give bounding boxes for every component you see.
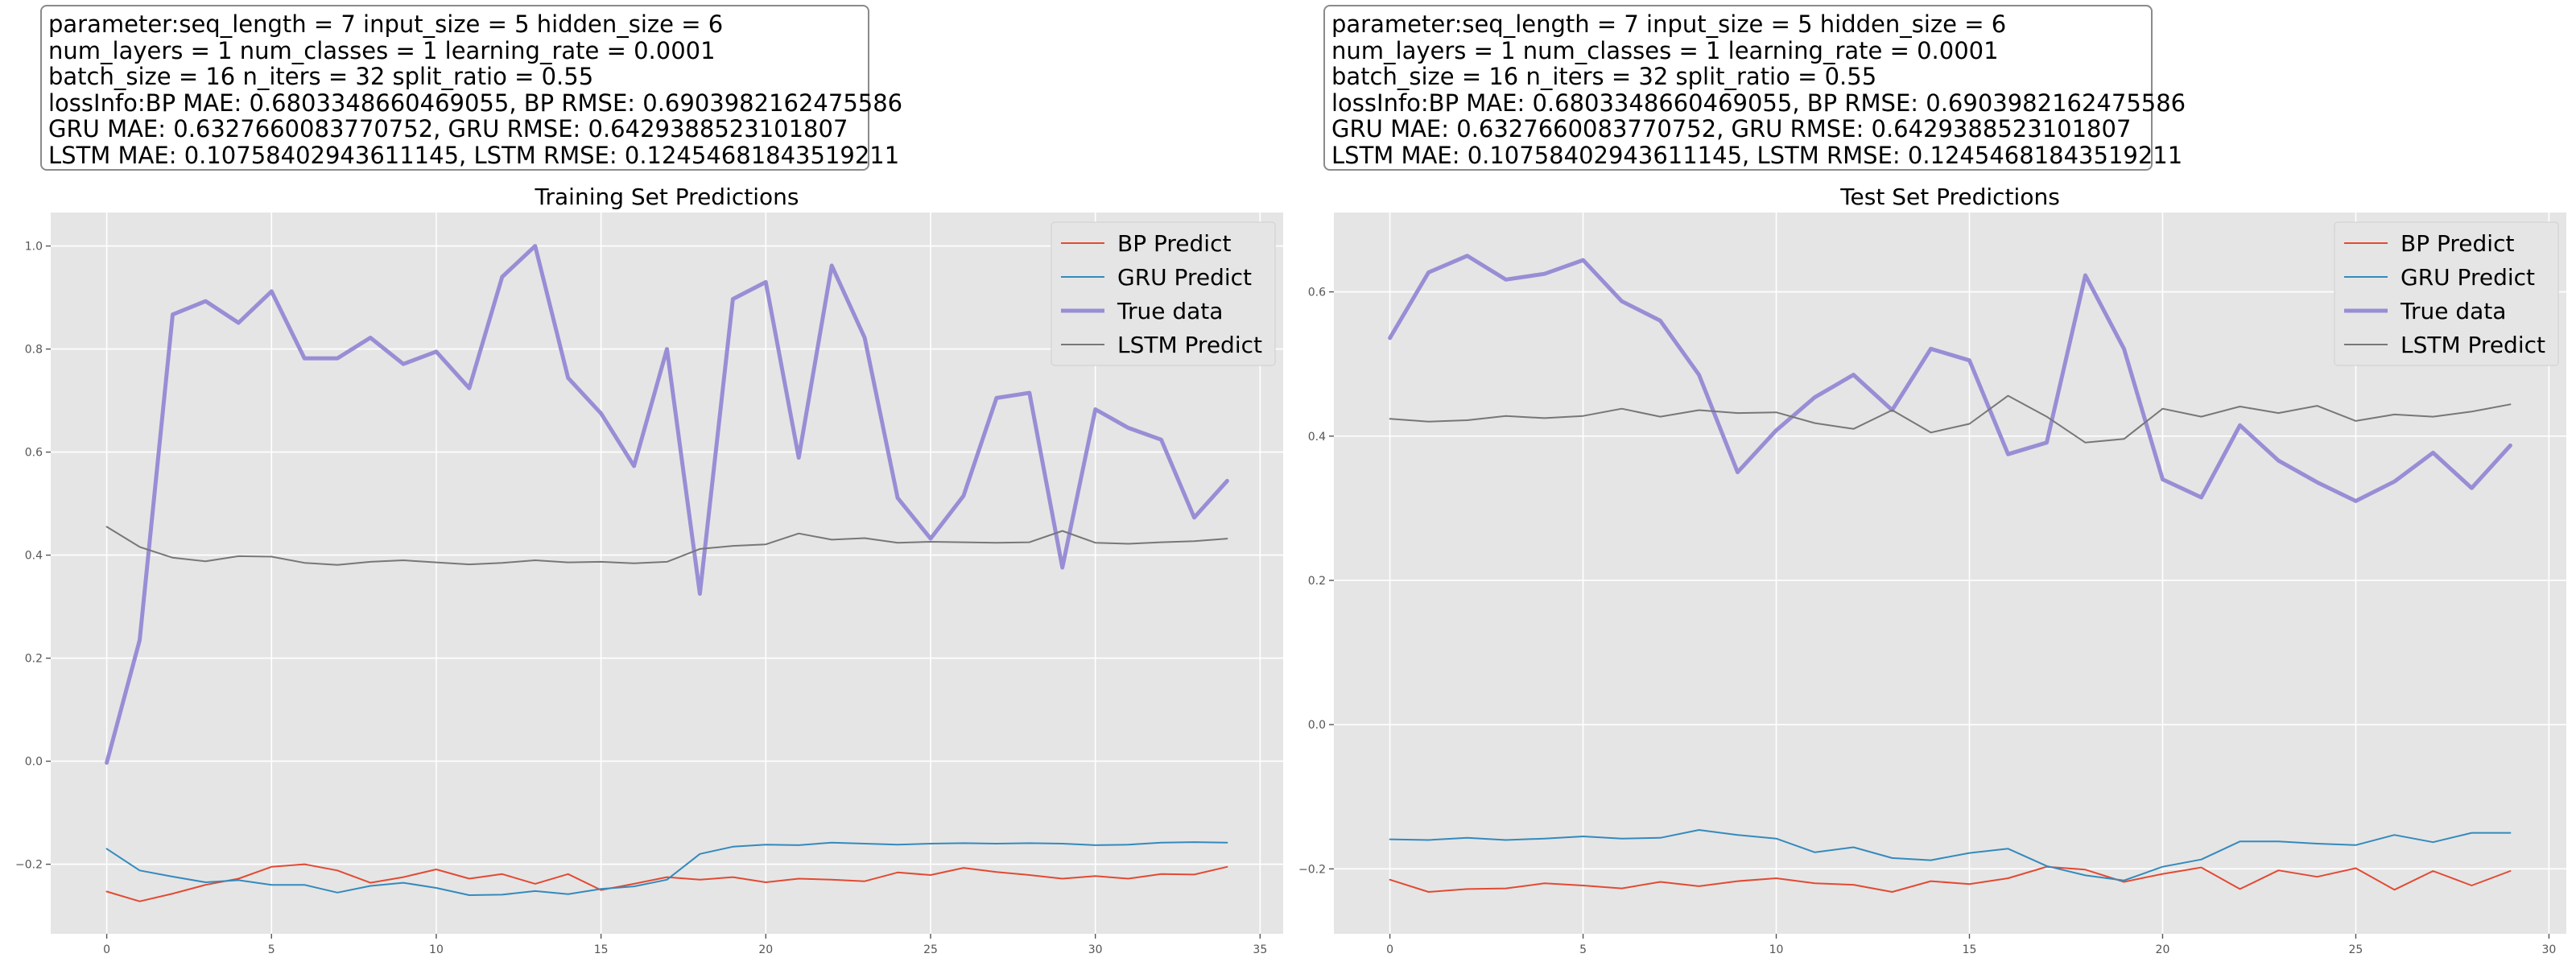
- legend-label: LSTM Predict: [1117, 332, 1262, 358]
- series-line-gru-predict: [1389, 829, 2512, 881]
- x-tick-label: 20: [758, 943, 773, 956]
- y-tick-label: −0.2: [1298, 863, 1326, 876]
- legend-label: GRU Predict: [2401, 264, 2535, 291]
- info-box-right: parameter:seq_length = 7 input_size = 5 …: [1323, 5, 2186, 171]
- y-tick-label: 0.0: [25, 756, 43, 769]
- series-line-lstm-predict: [105, 526, 1228, 566]
- x-tick-label: 10: [429, 943, 444, 956]
- legend-label: True data: [2400, 298, 2506, 324]
- info-line: LSTM MAE: 0.10758402943611145, LSTM RMSE…: [48, 141, 900, 169]
- series-line-gru-predict: [105, 841, 1228, 896]
- y-tick-label: 0.2: [1308, 575, 1326, 588]
- series-line-bp-predict: [1389, 865, 2512, 893]
- x-tick-label: 0: [103, 943, 110, 956]
- y-tick-label: 0.2: [25, 653, 43, 666]
- legend-label: BP Predict: [1117, 230, 1231, 257]
- info-line: batch_size = 16 n_iters = 32 split_ratio…: [48, 63, 594, 90]
- legend: BP Predict GRU Predict True data LSTM Predi…: [2334, 221, 2559, 366]
- x-tick-label: 30: [2541, 943, 2556, 956]
- y-tick-label: 0.4: [1308, 431, 1326, 444]
- y-tick-label: −0.2: [15, 859, 43, 872]
- series-line-true-data: [1388, 254, 2512, 503]
- info-box-left: parameter:seq_length = 7 input_size = 5 …: [40, 5, 903, 171]
- x-tick-label: 15: [594, 943, 609, 956]
- y-tick-label: 0.6: [1308, 287, 1326, 299]
- info-line: parameter:seq_length = 7 input_size = 5 …: [48, 10, 724, 38]
- y-tick-label: 0.4: [25, 550, 43, 563]
- chart-title: Test Set Predictions: [1839, 184, 2060, 210]
- info-line: num_layers = 1 num_classes = 1 learning_…: [1331, 36, 1999, 64]
- info-line: GRU MAE: 0.6327660083770752, GRU RMSE: 0…: [1331, 115, 2132, 142]
- info-line: batch_size = 16 n_iters = 32 split_ratio…: [1331, 63, 1877, 90]
- x-tick-label: 30: [1088, 943, 1103, 956]
- x-tick-label: 5: [268, 943, 275, 956]
- legend-box: [1051, 221, 1276, 366]
- info-line: lossInfo:BP MAE: 0.6803348660469055, BP …: [48, 89, 903, 117]
- info-line: lossInfo:BP MAE: 0.6803348660469055, BP …: [1331, 89, 2186, 117]
- x-tick-label: 35: [1253, 943, 1267, 956]
- chart-training: −0.2 0.0 0.2 0.4 0.6 0.8 1.0 0 5 10 15 20 25 30 35 Trai…: [15, 184, 1283, 956]
- y-tick-label: 0.8: [25, 344, 43, 357]
- legend-label: LSTM Predict: [2401, 332, 2545, 358]
- x-tick-label: 25: [923, 943, 938, 956]
- chart-title: Training Set Predictions: [535, 184, 799, 210]
- x-tick-label: 20: [2156, 943, 2170, 956]
- y-tick-label: 0.0: [1308, 719, 1326, 732]
- legend-label: GRU Predict: [1117, 264, 1252, 291]
- legend-label: BP Predict: [2401, 230, 2514, 257]
- info-line: num_layers = 1 num_classes = 1 learning_…: [48, 36, 716, 64]
- y-tick-label: 1.0: [25, 241, 43, 254]
- x-tick-label: 15: [1963, 943, 1977, 956]
- x-tick-label: 5: [1579, 943, 1587, 956]
- series-line-lstm-predict: [1389, 394, 2512, 444]
- info-line: parameter:seq_length = 7 input_size = 5 …: [1331, 10, 2007, 38]
- legend-label: True data: [1117, 298, 1223, 324]
- x-tick-label: 25: [2349, 943, 2363, 956]
- series-line-bp-predict: [105, 863, 1228, 902]
- series-line-true-data: [105, 244, 1229, 765]
- info-line: LSTM MAE: 0.10758402943611145, LSTM RMSE…: [1331, 141, 2183, 169]
- legend: BP Predict GRU Predict True data LSTM Predi…: [1051, 221, 1276, 366]
- x-tick-label: 0: [1386, 943, 1393, 956]
- info-line: GRU MAE: 0.6327660083770752, GRU RMSE: 0…: [48, 115, 848, 142]
- legend-box: [2334, 221, 2559, 366]
- chart-test: −0.2 0.0 0.2 0.4 0.6 0 5 10 15 20 25 30 Test Set Pre…: [1298, 184, 2566, 956]
- y-tick-label: 0.6: [25, 447, 43, 460]
- x-tick-label: 10: [1769, 943, 1784, 956]
